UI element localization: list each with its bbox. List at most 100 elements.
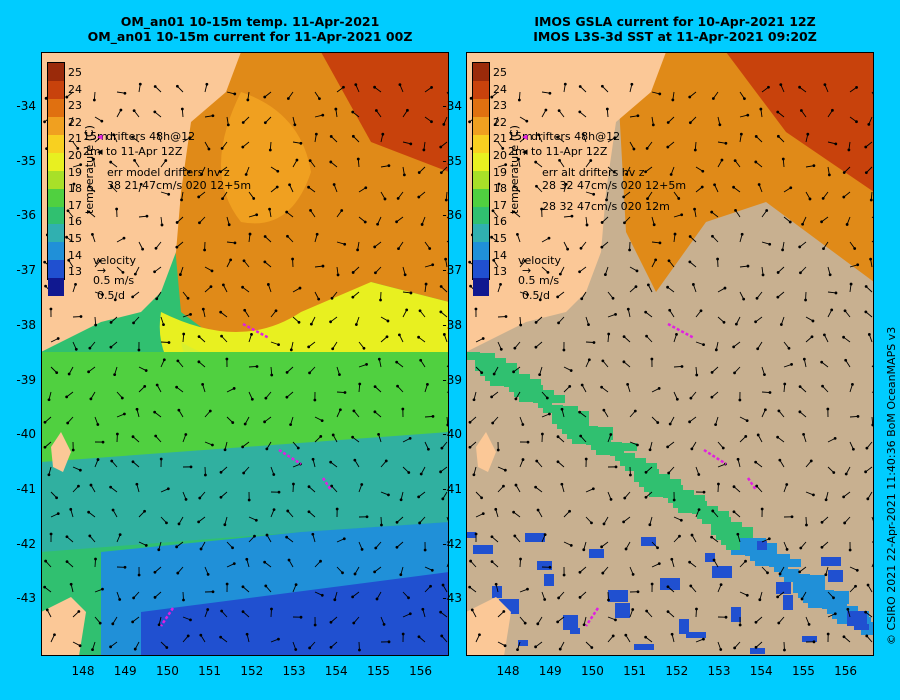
current-arrow-head: [382, 622, 386, 626]
current-arrow-head: [834, 291, 838, 295]
y-tick-label: -41: [442, 481, 462, 496]
current-arrow-head: [232, 387, 236, 390]
current-arrow-head: [525, 119, 529, 123]
current-arrow-head: [351, 295, 355, 299]
current-arrow-head: [569, 543, 573, 547]
drifter-track: [278, 448, 302, 466]
current-arrow-head: [732, 510, 736, 514]
current-arrow-head: [431, 415, 435, 418]
colorbar-segment: [48, 152, 64, 171]
current-arrow-head: [855, 568, 859, 572]
current-arrow-head: [826, 407, 830, 411]
current-arrow-head: [223, 448, 227, 452]
arrow-marker-icon: ◂: [522, 145, 528, 158]
current-arrow-head: [767, 537, 771, 541]
current-arrow-head: [241, 445, 245, 449]
current-arrow-head: [777, 621, 781, 625]
current-arrow-head: [526, 293, 529, 297]
current-arrow-head: [743, 97, 746, 101]
current-arrow-head: [69, 507, 73, 511]
current-arrow-head: [399, 498, 403, 502]
current-arrow-head: [504, 315, 508, 318]
current-arrow-head: [177, 522, 181, 526]
current-arrow-head: [409, 142, 413, 146]
current-arrow-head: [250, 397, 254, 401]
current-arrow-head: [767, 85, 770, 89]
current-arrow-head: [351, 110, 355, 114]
current-arrow-head: [779, 323, 783, 326]
current-arrow-head: [556, 435, 560, 439]
colorbar-segment: [473, 224, 489, 243]
colorbar-tick-label: 24: [493, 82, 507, 96]
left-drifters-text: drifters 48h@12: [106, 130, 196, 143]
y-tick-label: -35: [442, 153, 462, 168]
current-arrow-head: [540, 207, 544, 211]
current-arrow-head: [211, 590, 215, 594]
y-tick-label: -42: [442, 536, 462, 551]
current-arrow-head: [804, 298, 807, 302]
current-arrow-head: [851, 447, 855, 451]
current-arrow-head: [842, 635, 846, 639]
current-arrow-head: [636, 590, 640, 594]
current-arrow-head: [678, 534, 681, 538]
current-arrow-head: [365, 515, 369, 519]
x-tick-label: 153: [707, 664, 731, 678]
current-arrow-head: [611, 634, 615, 638]
current-arrow-head: [426, 382, 429, 386]
left-map-panel[interactable]: 25 24 23 22 21 20 19 18 17 16 15 14 13 temperature (…: [41, 52, 449, 656]
current-arrow-head: [624, 547, 628, 551]
current-arrow-head: [131, 460, 135, 464]
current-arrow-head: [159, 457, 163, 461]
current-arrow-head: [67, 258, 71, 262]
colorbar-segment: [48, 224, 64, 243]
current-arrow-head: [736, 532, 740, 536]
current-arrow-head: [233, 92, 237, 96]
current-arrow-head: [373, 570, 377, 574]
current-arrow-head: [557, 321, 560, 325]
current-arrow-head: [365, 363, 368, 366]
current-arrow-head: [137, 348, 141, 352]
current-arrow-head: [738, 398, 742, 402]
current-arrow-head: [242, 259, 246, 263]
current-arrow-head: [164, 159, 168, 162]
current-arrow-head: [480, 496, 483, 500]
current-arrow-head: [578, 110, 582, 114]
current-arrow-head: [332, 183, 336, 186]
current-arrow-head: [669, 173, 673, 176]
current-arrow-head: [469, 284, 472, 288]
colorbar-segment: [48, 260, 64, 279]
current-arrow-head: [204, 473, 207, 477]
current-arrow-head: [734, 322, 738, 326]
current-arrow-head: [480, 371, 484, 375]
current-arrow-head: [113, 298, 117, 302]
current-arrow-head: [287, 558, 291, 562]
current-arrow-head: [856, 415, 860, 418]
current-arrow-head: [387, 164, 391, 168]
current-arrow-head: [254, 518, 258, 522]
current-arrow-head: [440, 634, 444, 638]
right-map-panel[interactable]: 25 24 23 22 21 20 19 18 17 16 15 14 13 temperature (…: [466, 52, 874, 656]
right-velocity-speed: 0.5 m/s: [518, 274, 560, 287]
current-arrow-head: [178, 273, 182, 276]
current-arrow-head: [421, 607, 425, 611]
current-arrow-head: [343, 242, 347, 246]
current-arrow-head: [626, 307, 630, 311]
current-arrow-head: [231, 421, 235, 424]
current-arrow-head: [777, 409, 781, 413]
current-arrow-head: [201, 307, 205, 311]
current-arrow-head: [109, 320, 113, 324]
current-arrow-head: [702, 490, 706, 494]
current-arrow-head: [624, 633, 628, 637]
current-arrow-head: [115, 432, 119, 436]
colorbar-tick-label: 22: [68, 115, 82, 129]
current-arrow-head: [648, 523, 652, 527]
current-arrow: [446, 363, 449, 368]
current-arrow-head: [373, 245, 377, 249]
current-arrow-head: [783, 648, 786, 652]
colorbar-tick-label: 17: [493, 198, 507, 212]
current-arrow-head: [763, 408, 767, 412]
current-arrow-head: [756, 433, 760, 437]
current-arrow-head: [44, 559, 48, 563]
colorbar-segment: [473, 206, 489, 225]
colorbar-segment: [473, 134, 489, 153]
